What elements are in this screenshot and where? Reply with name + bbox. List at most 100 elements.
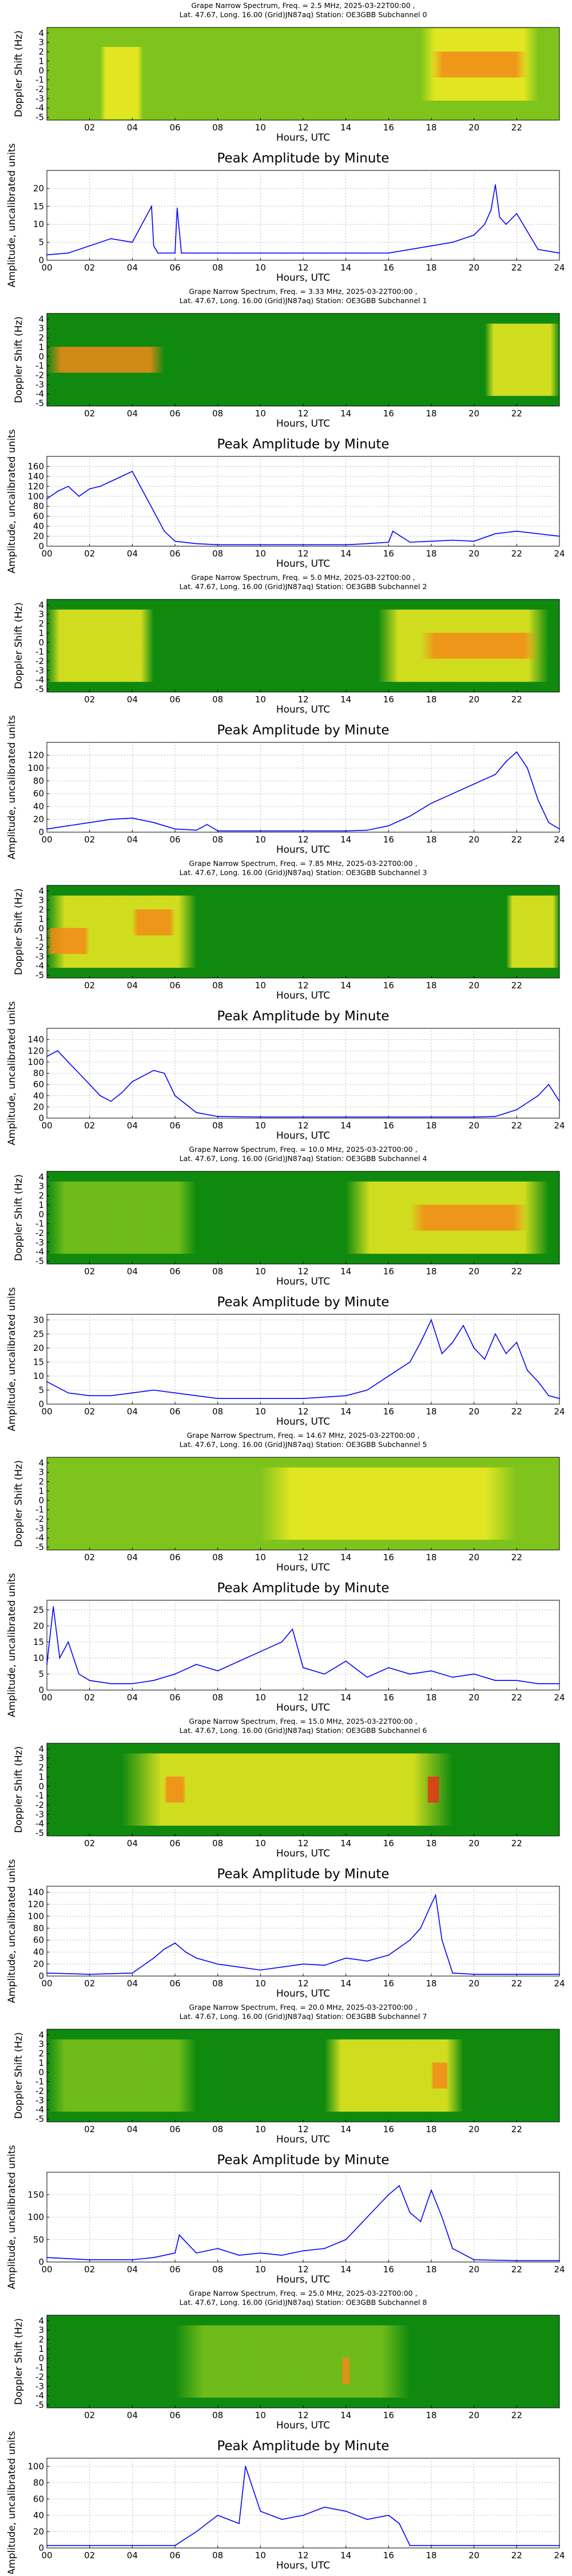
amplitude-data-point (548, 1395, 550, 1397)
amplitude-xtick-label: 16 (383, 2550, 394, 2561)
amplitude-xtick-label: 12 (297, 834, 308, 845)
amplitude-ylabel: Amplitude, uncalibrated units (6, 143, 18, 287)
amplitude-data-point (153, 245, 154, 247)
amplitude-xtick-label: 24 (554, 1120, 565, 1131)
amplitude-xtick-label: 00 (41, 263, 52, 273)
amplitude-data-point (196, 1957, 197, 1959)
spectrum-activity-orange (164, 1776, 186, 1803)
amplitude-data-point (46, 1664, 47, 1665)
amplitude-ylabel: Amplitude, uncalibrated units (6, 1001, 18, 1145)
spectrum-ytick-label: -5 (35, 1828, 44, 1838)
amplitude-data-point (431, 540, 432, 542)
amplitude-title: Peak Amplitude by Minute (217, 2439, 389, 2454)
amplitude-data-point (431, 1116, 432, 1118)
amplitude-ytick-label: 80 (33, 1923, 44, 1933)
amplitude-ytick-label: 15 (33, 1357, 44, 1367)
amplitude-data-point (292, 1628, 293, 1630)
amplitude-data-point (178, 2235, 180, 2236)
amplitude-data-point (392, 530, 394, 532)
spectrum-xtick-label: 02 (84, 2124, 95, 2134)
amplitude-xtick-label: 22 (511, 2264, 522, 2275)
amplitude-data-point (537, 533, 539, 535)
amplitude-data-point (495, 1333, 496, 1335)
amplitude-data-point (303, 544, 304, 546)
amplitude-data-point (100, 1095, 101, 1096)
amplitude-xtick-label: 16 (383, 548, 394, 559)
spectrum-ylabel: Doppler Shift (Hz) (13, 316, 25, 403)
amplitude-data-point (559, 828, 560, 830)
amplitude-data-point (217, 1963, 219, 1965)
spectrum-ytick-label: 0 (38, 1495, 44, 1505)
spectrum-ytick-label: 3 (38, 609, 44, 619)
spectrum-ytick-label: -2 (35, 942, 44, 952)
amplitude-data-point (153, 511, 154, 512)
amplitude-data-point (196, 1664, 197, 1665)
amplitude-ytick-label: 0 (38, 1685, 44, 1695)
amplitude-ylabel: Amplitude, uncalibrated units (6, 715, 18, 859)
amplitude-xtick-label: 02 (84, 1692, 95, 1703)
amplitude-data-point (409, 2545, 411, 2546)
amplitude-xtick-label: 02 (84, 1406, 95, 1417)
spectrum-xtick-label: 20 (468, 1266, 479, 1277)
spectrum-xtick-label: 16 (383, 1552, 394, 1563)
spectrum-ytick-label: 0 (38, 351, 44, 361)
amplitude-data-point (495, 1116, 496, 1117)
amplitude-data-point (303, 1398, 304, 1400)
amplitude-xtick-label: 02 (84, 1120, 95, 1131)
amplitude-data-point (185, 1103, 186, 1105)
amplitude-data-point (431, 1319, 432, 1321)
amplitude-xtick-label: 24 (554, 1692, 565, 1703)
spectrum-ytick-label: 2 (38, 2335, 44, 2345)
amplitude-ytick-label: 100 (27, 2461, 44, 2471)
amplitude-xtick-label: 04 (127, 1120, 138, 1131)
spectrum-ytick-label: -1 (35, 933, 44, 943)
amplitude-data-point (89, 245, 90, 247)
amplitude-ytick-label: 40 (33, 1091, 44, 1101)
amplitude-data-point (473, 1347, 475, 1349)
amplitude-xtick-label: 22 (511, 263, 522, 273)
amplitude-data-point (431, 1903, 432, 1905)
amplitude-xtick-label: 24 (554, 1978, 565, 1989)
amplitude-data-point (110, 238, 112, 240)
amplitude-title: Peak Amplitude by Minute (217, 437, 389, 452)
spectrum-xtick-label: 22 (511, 408, 522, 419)
amplitude-data-point (537, 1381, 539, 1382)
amplitude-data-point (46, 2257, 47, 2259)
amplitude-xtick-label: 14 (340, 1978, 351, 1989)
spectrum-ytick-label: -5 (35, 1542, 44, 1552)
amplitude-data-point (153, 822, 154, 824)
spectrum-ytick-label: 4 (38, 2030, 44, 2040)
amplitude-data-point (420, 1927, 422, 1929)
amplitude-xtick-label: 18 (426, 548, 436, 559)
amplitude-data-point (345, 2239, 347, 2240)
spectrum-ytick-label: 1 (38, 2058, 44, 2068)
spectrum-activity-yellow-green (47, 2039, 197, 2112)
spectrum-ytick-label: 2 (38, 2049, 44, 2059)
amplitude-data-point (67, 825, 69, 826)
amplitude-data-point (174, 828, 176, 830)
amplitude-ytick-label: 20 (33, 1959, 44, 1969)
amplitude-data-point (303, 252, 304, 254)
spectrum-xtick-label: 02 (84, 694, 95, 705)
amplitude-data-point (409, 1939, 411, 1941)
spectrum-ytick-label: 3 (38, 1753, 44, 1763)
amplitude-xtick-label: 22 (511, 548, 522, 559)
amplitude-data-point (260, 1116, 261, 1118)
spectrum-xtick-label: 22 (511, 1266, 522, 1277)
amplitude-ytick-label: 0 (38, 1399, 44, 1409)
amplitude-data-point (431, 2189, 432, 2191)
spectrum-xtick-label: 06 (169, 980, 180, 991)
amplitude-ylabel: Amplitude, uncalibrated units (6, 1287, 18, 1431)
spectrum-ytick-label: 3 (38, 37, 44, 47)
amplitude-ytick-label: 50 (33, 2235, 44, 2245)
spectrum-xtick-label: 14 (340, 122, 351, 133)
amplitude-xtick-label: 24 (554, 1406, 565, 1417)
spectrum-xtick-label: 04 (127, 1838, 138, 1848)
amplitude-data-point (473, 234, 475, 236)
spectrum-xtick-label: 18 (426, 980, 436, 991)
amplitude-data-point (110, 818, 112, 820)
amplitude-xtick-label: 20 (468, 1120, 479, 1131)
spectrum-xtick-label: 08 (212, 694, 223, 705)
amplitude-data-point (245, 2466, 247, 2467)
amplitude-data-point (559, 1100, 560, 1102)
